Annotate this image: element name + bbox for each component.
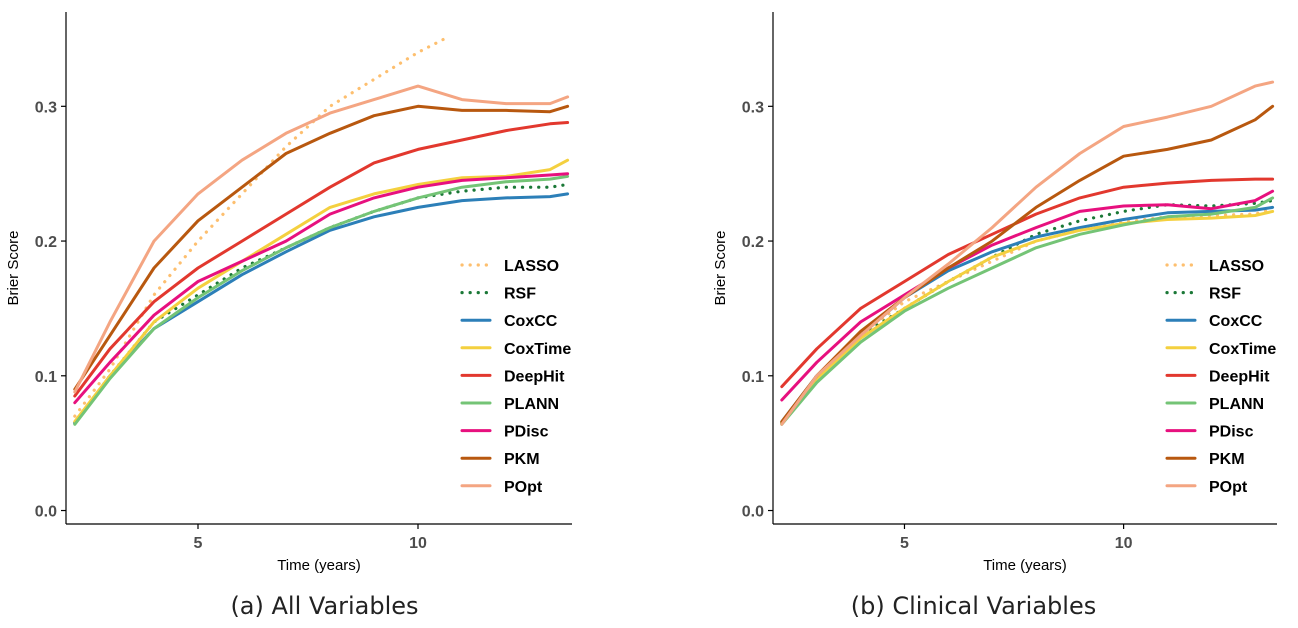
legend-label-pdisc: PDisc <box>504 424 549 441</box>
y-tick-label: 0.1 <box>742 369 764 386</box>
series-line-deephit <box>780 177 1275 389</box>
panel-all-variables: 0.0 0.1 0.2 0.3 5 10 Time (years) Brier Score LA… <box>5 12 572 620</box>
legend-label-popt: POpt <box>1209 479 1248 496</box>
series-line-plann <box>73 174 570 426</box>
y-tick-label: 0.1 <box>35 369 57 386</box>
y-tick-label: 0.3 <box>742 99 764 116</box>
legend-label-coxtime: CoxTime <box>504 341 571 358</box>
x-tick-label: 10 <box>409 535 427 552</box>
y-axis-title: Brier Score <box>5 230 22 305</box>
legend-label-rsf: RSF <box>1209 286 1241 303</box>
legend-label-pkm: PKM <box>504 451 540 468</box>
y-tick-label: 0.0 <box>35 504 57 521</box>
series-line-popt <box>780 80 1275 426</box>
y-tick-label: 0.2 <box>742 234 764 251</box>
legend-label-plann: PLANN <box>504 396 559 413</box>
legend-label-rsf: RSF <box>504 286 536 303</box>
x-tick-label: 5 <box>194 535 203 552</box>
series-line-deephit <box>73 121 570 398</box>
chart-all-variables: 0.0 0.1 0.2 0.3 5 10 Time (years) Brier Score LA… <box>5 12 572 574</box>
legend-label-deephit: DeepHit <box>1209 368 1270 385</box>
series-line-pdisc <box>73 172 570 405</box>
y-tick-label: 0.2 <box>35 234 57 251</box>
y-tick-label: 0.3 <box>35 99 57 116</box>
series-line-pdisc <box>780 189 1275 402</box>
legend-label-coxtime: CoxTime <box>1209 341 1276 358</box>
x-axis-title: Time (years) <box>983 557 1067 574</box>
chart-clinical-variables: 0.0 0.1 0.2 0.3 5 10 Time (years) Brier Score LA… <box>712 12 1277 574</box>
legend-label-coxcc: CoxCC <box>1209 313 1263 330</box>
legend-label-plann: PLANN <box>1209 396 1264 413</box>
legend-label-lasso: LASSO <box>1209 258 1264 275</box>
legend-label-lasso: LASSO <box>504 258 559 275</box>
legend-label-popt: POpt <box>504 479 543 496</box>
caption-all-variables: (a) All Variables <box>230 592 419 620</box>
series-line-plann <box>780 196 1275 426</box>
caption-clinical-variables: (b) Clinical Variables <box>850 592 1097 620</box>
legend-label-pkm: PKM <box>1209 451 1245 468</box>
x-tick-label: 10 <box>1115 535 1133 552</box>
series-line-popt <box>73 84 570 394</box>
y-tick-label: 0.0 <box>742 504 764 521</box>
legend-label-pdisc: PDisc <box>1209 424 1254 441</box>
y-axis-title: Brier Score <box>712 230 729 305</box>
legend-label-coxcc: CoxCC <box>504 313 558 330</box>
legend-label-deephit: DeepHit <box>504 368 565 385</box>
x-tick-label: 5 <box>900 535 909 552</box>
x-axis-title: Time (years) <box>277 557 361 574</box>
series-line-pkm <box>780 104 1275 424</box>
panel-clinical-variables: 0.0 0.1 0.2 0.3 5 10 Time (years) Brier Score LA… <box>649 0 1298 628</box>
series-line-coxtime <box>780 209 1275 425</box>
series-line-pkm <box>73 104 570 391</box>
